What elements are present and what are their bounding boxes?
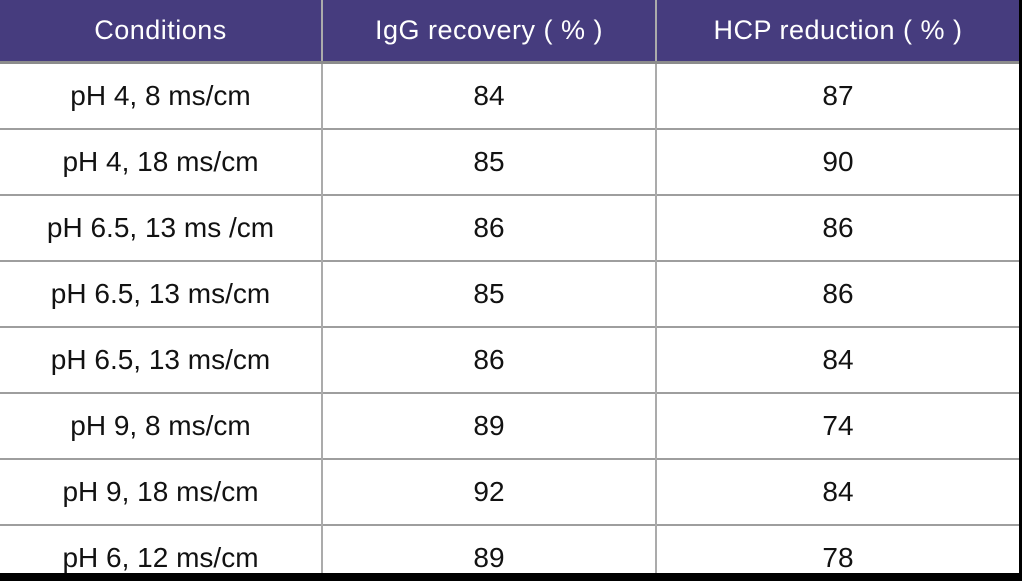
table-row: pH 4, 18 ms/cm 85 90 bbox=[0, 128, 1019, 195]
hcp-reduction-cell: 87 bbox=[655, 61, 1019, 129]
table-row: pH 6.5, 13 ms/cm 85 86 bbox=[0, 260, 1019, 327]
column-header-hcp-reduction: HCP reduction ( % ) bbox=[655, 0, 1019, 64]
column-header-igg-recovery: IgG recovery ( % ) bbox=[321, 0, 656, 64]
igg-recovery-cell: 85 bbox=[321, 260, 656, 327]
table-row: pH 6, 12 ms/cm 89 78 bbox=[0, 524, 1019, 573]
hcp-reduction-cell: 78 bbox=[655, 524, 1019, 573]
igg-recovery-cell: 89 bbox=[321, 524, 656, 573]
condition-cell: pH 9, 18 ms/cm bbox=[0, 458, 322, 525]
condition-cell: pH 6.5, 13 ms/cm bbox=[0, 260, 322, 327]
condition-cell: pH 9, 8 ms/cm bbox=[0, 392, 322, 459]
igg-recovery-cell: 89 bbox=[321, 392, 656, 459]
condition-cell: pH 6, 12 ms/cm bbox=[0, 524, 322, 573]
header-row: Conditions IgG recovery ( % ) HCP reduct… bbox=[0, 0, 1019, 64]
igg-recovery-cell: 86 bbox=[321, 326, 656, 393]
condition-cell: pH 4, 18 ms/cm bbox=[0, 128, 322, 195]
igg-recovery-cell: 86 bbox=[321, 194, 656, 261]
table-row: pH 6.5, 13 ms /cm 86 86 bbox=[0, 194, 1019, 261]
table-row: pH 9, 8 ms/cm 89 74 bbox=[0, 392, 1019, 459]
table-row: pH 4, 8 ms/cm 84 87 bbox=[0, 61, 1019, 129]
hcp-reduction-cell: 84 bbox=[655, 326, 1019, 393]
hcp-reduction-cell: 86 bbox=[655, 194, 1019, 261]
condition-cell: pH 6.5, 13 ms/cm bbox=[0, 326, 322, 393]
table-row: pH 9, 18 ms/cm 92 84 bbox=[0, 458, 1019, 525]
hcp-reduction-cell: 90 bbox=[655, 128, 1019, 195]
hcp-reduction-cell: 74 bbox=[655, 392, 1019, 459]
hcp-reduction-cell: 86 bbox=[655, 260, 1019, 327]
condition-cell: pH 6.5, 13 ms /cm bbox=[0, 194, 322, 261]
igg-recovery-cell: 85 bbox=[321, 128, 656, 195]
igg-recovery-cell: 92 bbox=[321, 458, 656, 525]
condition-cell: pH 4, 8 ms/cm bbox=[0, 61, 322, 129]
table-row: pH 6.5, 13 ms/cm 86 84 bbox=[0, 326, 1019, 393]
hcp-reduction-cell: 84 bbox=[655, 458, 1019, 525]
column-header-conditions: Conditions bbox=[0, 0, 322, 64]
igg-recovery-cell: 84 bbox=[321, 61, 656, 129]
